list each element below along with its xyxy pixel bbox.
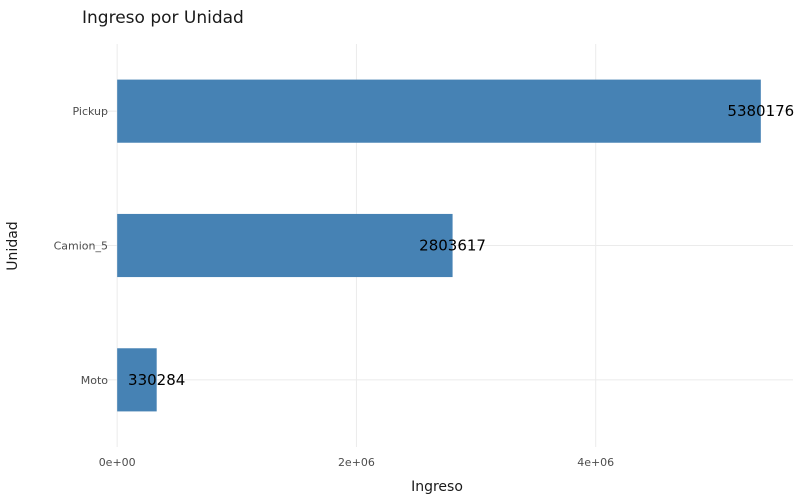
x-tick-layer: 0e+00 2e+06 4e+06 [99,456,615,469]
data-label: 2803617 [419,237,486,255]
chart-title: Ingreso por Unidad [82,8,244,28]
y-tick-label: Camion_5 [54,240,108,253]
y-tick-label: Moto [81,374,109,387]
x-axis-title: Ingreso [411,479,463,494]
y-tick-label: Pickup [73,105,108,118]
x-tick-label: 4e+06 [577,456,614,469]
data-label: 5380176 [727,102,794,120]
x-tick-label: 0e+00 [99,456,136,469]
bar-pickup [117,79,761,143]
data-label: 330284 [128,371,185,389]
bar-camion_5 [117,213,453,278]
bar-layer [117,79,761,412]
y-tick-layer: Moto Camion_5 Pickup [54,105,109,387]
x-tick-label: 2e+06 [338,456,375,469]
bar-moto [117,348,157,412]
data-label-layer: 330284 2803617 5380176 [128,102,794,389]
y-axis-title: Unidad [5,221,21,270]
